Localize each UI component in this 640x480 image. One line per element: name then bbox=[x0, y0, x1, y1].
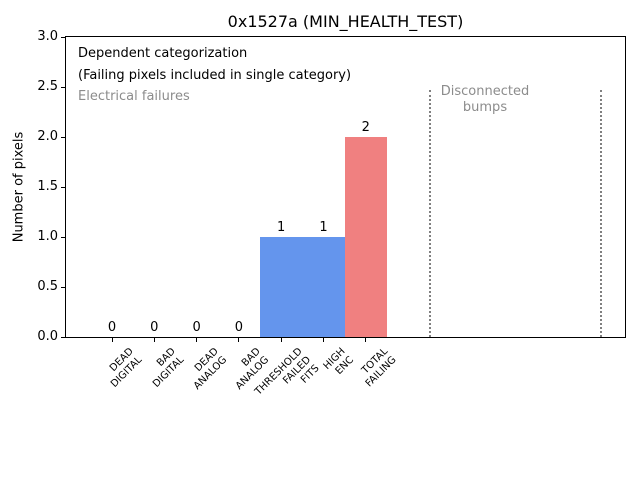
x-tick-label-bad-digital: BAD DIGITAL bbox=[150, 346, 187, 390]
y-tick bbox=[61, 336, 66, 338]
x-tick bbox=[365, 338, 367, 342]
y-tick-label: 0.5 bbox=[37, 279, 58, 294]
y-tick-label: 1.5 bbox=[37, 179, 58, 194]
x-tick bbox=[238, 338, 240, 342]
x-tick-label-total-failing: TOTAL FAILING bbox=[359, 346, 399, 390]
y-tick bbox=[61, 236, 66, 238]
bar-value-label: 1 bbox=[277, 220, 286, 235]
x-tick bbox=[153, 338, 155, 342]
y-tick bbox=[61, 36, 66, 38]
x-tick-label-high-enc: HIGH ENC bbox=[321, 346, 357, 377]
annotation-electrical-failures: Electrical failures bbox=[78, 89, 190, 104]
bar-threshold-failed-fits bbox=[260, 237, 303, 337]
y-tick-label: 1.0 bbox=[37, 229, 58, 244]
y-tick-label: 0.0 bbox=[37, 329, 58, 344]
bar-total-failing bbox=[344, 137, 387, 337]
y-tick bbox=[61, 86, 66, 88]
y-tick-label: 2.5 bbox=[37, 79, 58, 94]
separator-line-left bbox=[429, 90, 431, 337]
bar-value-label: 0 bbox=[150, 320, 159, 335]
chart-title: 0x1527a (MIN_HEALTH_TEST) bbox=[227, 12, 464, 31]
y-tick bbox=[61, 136, 66, 138]
annotation-disconnected-bumps: Disconnected bumps bbox=[440, 84, 530, 115]
x-tick bbox=[196, 338, 198, 342]
x-tick bbox=[280, 338, 282, 342]
bar-value-label: 1 bbox=[319, 220, 328, 235]
separator-line-right bbox=[600, 90, 602, 337]
x-tick bbox=[111, 338, 113, 342]
y-tick-label: 2.0 bbox=[37, 129, 58, 144]
y-tick bbox=[61, 186, 66, 188]
bar-value-label: 0 bbox=[234, 320, 244, 335]
y-tick bbox=[61, 286, 66, 288]
x-tick bbox=[323, 338, 324, 342]
bar-value-label: 2 bbox=[361, 120, 370, 135]
bar-value-label: 0 bbox=[192, 320, 201, 335]
x-tick-label-dead-analog: DEAD ANALOG bbox=[191, 346, 230, 392]
bar-value-label: 0 bbox=[107, 320, 117, 335]
plot-area: 0 0 0 0 1 1 2 Dependent categorization (… bbox=[65, 36, 626, 338]
x-tick-label-dead-digital: DEAD DIGITAL bbox=[107, 346, 145, 390]
annotation-dependent-categorization: Dependent categorization (Failing pixels… bbox=[78, 46, 352, 83]
bar-high-enc bbox=[302, 237, 345, 337]
y-tick-label: 3.0 bbox=[37, 29, 58, 44]
